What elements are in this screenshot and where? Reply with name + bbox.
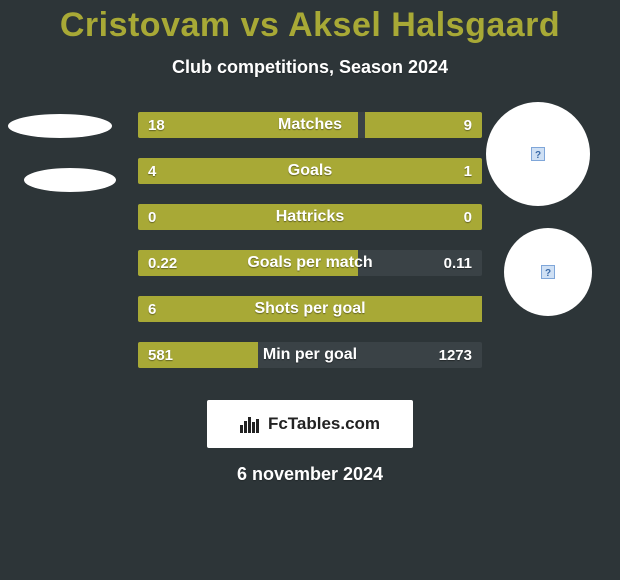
stat-row: 00Hattricks bbox=[138, 204, 482, 230]
stat-bars: 189Matches 41Goals 00Hattricks 0.220.11Goal… bbox=[138, 112, 482, 388]
svg-text:?: ? bbox=[545, 268, 551, 279]
brand-bars-icon bbox=[240, 415, 262, 433]
stats-card: Cristovam vs Aksel Halsgaard Club compet… bbox=[0, 0, 620, 580]
stat-bar-left bbox=[138, 204, 310, 230]
player-right-avatar-bottom: ? bbox=[504, 228, 592, 316]
stat-bar-right bbox=[406, 158, 482, 184]
stat-bar-left bbox=[138, 112, 358, 138]
placeholder-icon: ? bbox=[541, 265, 555, 279]
brand-badge[interactable]: FcTables.com bbox=[207, 400, 413, 448]
placeholder-icon: ? bbox=[531, 147, 545, 161]
stat-row: 0.220.11Goals per match bbox=[138, 250, 482, 276]
stat-row: 189Matches bbox=[138, 112, 482, 138]
date-text: 6 november 2024 bbox=[0, 464, 620, 485]
player-left-avatar-bottom bbox=[24, 168, 116, 192]
page-title: Cristovam vs Aksel Halsgaard bbox=[0, 0, 620, 45]
player-right-avatar-top: ? bbox=[486, 102, 590, 206]
stat-bar-left bbox=[138, 158, 406, 184]
stat-bar-left bbox=[138, 250, 358, 276]
svg-text:?: ? bbox=[535, 150, 541, 161]
player-left-avatar-top bbox=[8, 114, 112, 138]
subtitle: Club competitions, Season 2024 bbox=[0, 57, 620, 78]
stat-row: 6Shots per goal bbox=[138, 296, 482, 322]
chart-area: ? ? 189Matches 41Goals 00Hattricks 0.220.11… bbox=[0, 112, 620, 382]
stat-bar-left bbox=[138, 342, 258, 368]
stat-bar-right bbox=[365, 112, 482, 138]
stat-row: 5811273Min per goal bbox=[138, 342, 482, 368]
stat-bar-left bbox=[138, 296, 482, 322]
stat-bar-right bbox=[310, 204, 482, 230]
brand-text: FcTables.com bbox=[268, 414, 380, 434]
stat-row: 41Goals bbox=[138, 158, 482, 184]
